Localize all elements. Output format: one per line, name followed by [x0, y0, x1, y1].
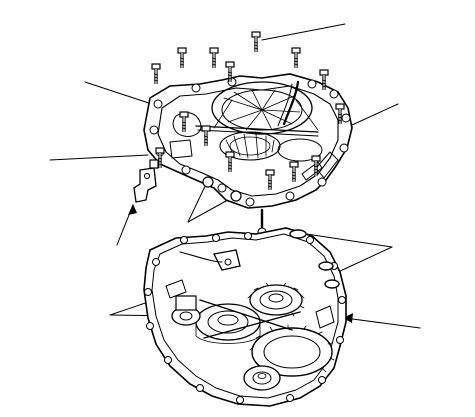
leader-line-magnet-a	[299, 232, 393, 248]
housing-outline	[143, 73, 353, 209]
lower-right-bracket	[315, 305, 335, 329]
lower-flange-holes	[144, 232, 346, 404]
rib-left-box	[169, 139, 193, 159]
bolt-2	[208, 46, 220, 70]
leader-lines	[49, 23, 421, 329]
washer-lower	[324, 279, 340, 289]
gear-reverse-idler	[171, 295, 201, 326]
bolt-1	[176, 46, 188, 70]
leader-line-top-bolt	[261, 23, 346, 41]
breather-pipe-edge	[277, 83, 293, 127]
bell-housing-top	[211, 81, 313, 135]
gear-countershaft	[247, 282, 305, 317]
upper-transmission-housing	[143, 73, 353, 209]
leader-line-left-middle	[49, 154, 149, 161]
housing-bearing-inner	[229, 136, 271, 156]
bearing-hatching	[225, 133, 275, 159]
bolt-3	[290, 46, 302, 70]
dowel-pin-left	[202, 176, 214, 188]
rib-lower-right	[315, 151, 339, 179]
arrowhead-bracket	[128, 204, 137, 215]
leader-line-right-upper	[351, 103, 399, 126]
bracket-bolt-head	[149, 159, 159, 169]
bolt-4	[150, 62, 162, 86]
breather-pipe	[282, 80, 300, 126]
rib-lower-right-2	[301, 161, 323, 181]
washer-upper	[289, 229, 307, 239]
washer-middle	[318, 261, 334, 271]
lower-clutch-housing	[143, 227, 347, 407]
housing-bolt-bosses	[149, 77, 351, 207]
shift-rod-edge	[197, 129, 319, 137]
gear-final-drive	[243, 365, 281, 391]
arrowhead-lower-right	[343, 313, 353, 323]
leader-line-dowel-a	[187, 179, 209, 223]
dowel-pin-right	[230, 190, 242, 202]
housing-secondary-bore	[277, 138, 323, 162]
fork-rod-1	[199, 299, 293, 331]
leader-line-lower-right	[344, 317, 421, 329]
bracket-body	[133, 167, 157, 203]
fork-rod-2	[203, 311, 301, 339]
bracket-hole	[144, 173, 150, 179]
tab-hole	[224, 258, 232, 266]
bell-housing-inner	[221, 89, 303, 131]
housing-ribs	[213, 89, 319, 131]
bracket	[133, 159, 159, 203]
shift-rod	[195, 125, 319, 133]
lower-left-bracket	[165, 279, 187, 299]
sensor-boss	[172, 112, 202, 137]
leader-line-magnet-b	[337, 246, 393, 273]
idler-shaft-block	[175, 295, 197, 311]
gear-differential	[249, 324, 335, 377]
bolt-top	[250, 30, 262, 54]
lower-cable-line	[179, 251, 223, 263]
